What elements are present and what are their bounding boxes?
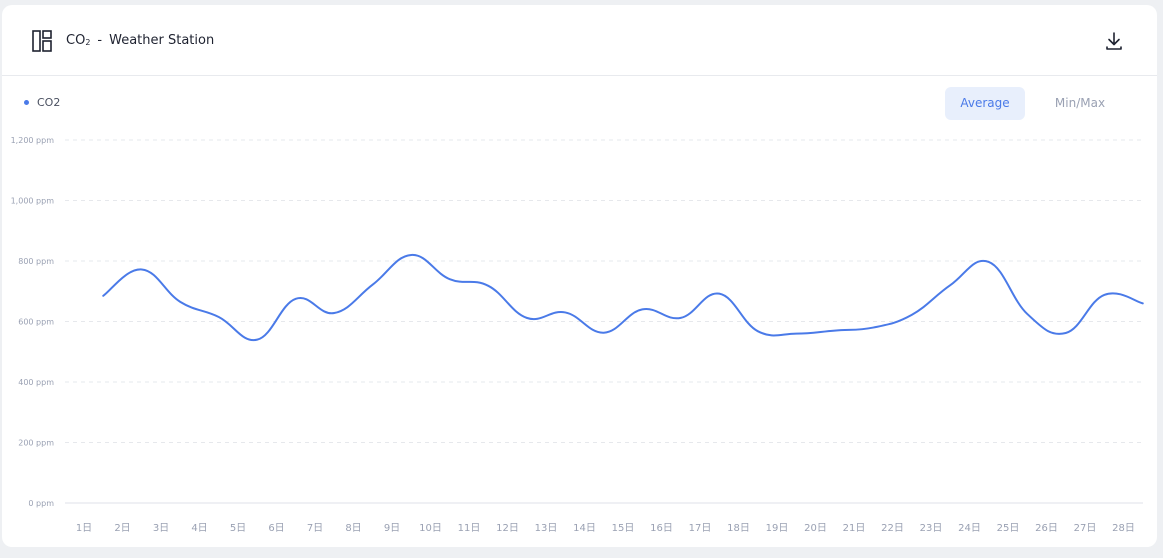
card-header: CO2- Weather Station (2, 5, 1157, 76)
x-tick-label: 21日 (843, 523, 866, 534)
average-toggle-button[interactable]: Average (945, 87, 1025, 120)
data-point (448, 277, 452, 281)
y-tick-label: 1,000 ppm (11, 197, 55, 206)
download-icon[interactable] (1102, 29, 1126, 53)
x-tick-label: 14日 (573, 523, 596, 534)
page-title: CO2- Weather Station (66, 33, 214, 51)
x-tick-label: 22日 (881, 523, 904, 534)
x-tick-label: 3日 (153, 523, 169, 534)
data-point (178, 300, 182, 304)
data-point (871, 326, 875, 330)
data-point (640, 307, 644, 311)
data-point (525, 316, 529, 320)
data-point (756, 329, 760, 333)
x-tick-label: 13日 (535, 523, 558, 534)
x-tick-label: 24日 (958, 523, 981, 534)
data-point (1064, 331, 1068, 335)
data-point (217, 315, 221, 319)
x-tick-label: 7日 (307, 523, 323, 534)
title-station: Weather Station (109, 33, 215, 48)
data-point (1102, 293, 1106, 297)
x-tick-label: 23日 (920, 523, 943, 534)
x-tick-label: 8日 (345, 523, 361, 534)
x-tick-label: 28日 (1112, 523, 1135, 534)
data-point (794, 332, 798, 336)
data-point (602, 331, 606, 335)
data-point (294, 297, 298, 301)
data-point (409, 253, 413, 257)
x-tick-label: 18日 (727, 523, 750, 534)
y-tick-label: 0 ppm (28, 499, 54, 508)
x-tick-label: 27日 (1074, 523, 1097, 534)
data-point (255, 338, 259, 342)
x-tick-label: 20日 (804, 523, 827, 534)
x-tick-label: 9日 (384, 523, 400, 534)
x-tick-label: 25日 (997, 523, 1020, 534)
data-point (486, 284, 490, 288)
x-tick-label: 6日 (268, 523, 284, 534)
data-point (371, 283, 375, 287)
data-point (679, 316, 683, 320)
legend-marker (24, 100, 29, 105)
x-tick-label: 1日 (76, 523, 92, 534)
x-tick-label: 10日 (419, 523, 442, 534)
x-tick-label: 17日 (689, 523, 712, 534)
x-tick-label: 5日 (230, 523, 246, 534)
y-tick-label: 600 ppm (18, 318, 54, 327)
x-tick-label: 12日 (496, 523, 519, 534)
title-separator: - (97, 33, 103, 48)
x-tick-label: 16日 (650, 523, 673, 534)
title-main: CO (66, 33, 86, 48)
x-tick-label: 2日 (114, 523, 130, 534)
series-line-co2 (102, 253, 1144, 342)
x-tick-label: 19日 (766, 523, 789, 534)
data-point (948, 283, 952, 287)
data-point (717, 292, 721, 296)
data-point (140, 267, 144, 271)
data-point (332, 311, 336, 315)
minmax-toggle-button[interactable]: Min/Max (1054, 96, 1106, 110)
x-tick-label: 4日 (191, 523, 207, 534)
data-point (1141, 301, 1145, 305)
y-tick-label: 400 ppm (18, 378, 54, 387)
x-tick-label: 15日 (612, 523, 635, 534)
title-subscript: 2 (85, 38, 91, 47)
data-point (987, 260, 991, 264)
data-point (910, 313, 914, 317)
legend-label: CO2 (37, 96, 61, 109)
y-tick-label: 200 ppm (18, 439, 54, 448)
x-tick-label: 26日 (1035, 523, 1058, 534)
data-point (833, 329, 837, 333)
data-point (1025, 312, 1029, 316)
x-tick-label: 11日 (458, 523, 481, 534)
data-point (563, 310, 567, 314)
legend: CO2 (24, 96, 60, 109)
layout-icon (32, 30, 52, 52)
y-tick-label: 800 ppm (18, 257, 54, 266)
y-tick-label: 1,200 ppm (11, 136, 55, 145)
data-point (101, 294, 105, 298)
